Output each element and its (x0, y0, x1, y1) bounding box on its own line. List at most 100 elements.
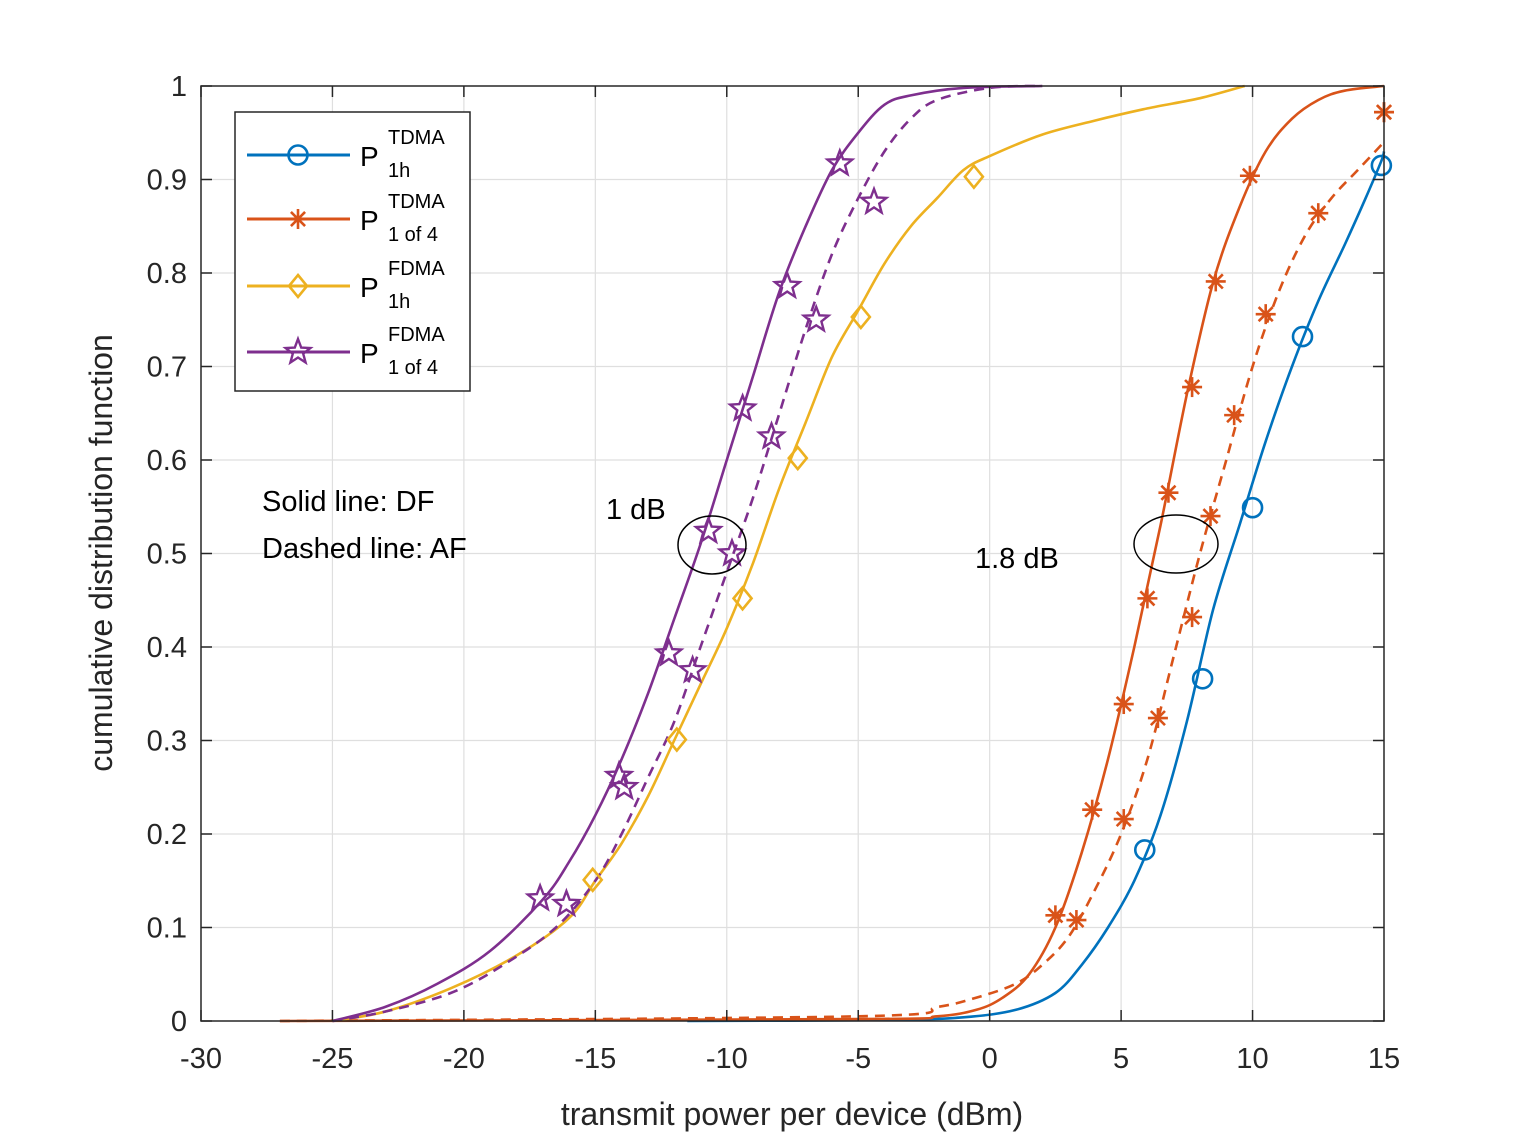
legend: P TDMA 1h P TDMA 1 of 4 P FDMA 1h P FDMA… (234, 111, 471, 392)
legend-sub-tdma-1of4: 1 of 4 (388, 224, 438, 246)
marker-tdma_1h-solid-shape (1291, 325, 1314, 348)
legend-entry-tdma-1of4: P TDMA 1 of 4 (247, 191, 445, 246)
legend-label-tdma-1of4: P (360, 205, 379, 236)
marker-fdma_1of4-dashed-shape (755, 420, 788, 450)
marker-tdma_1h-solid-shape (1241, 496, 1264, 519)
marker-fdma_1h-solid-shape (731, 585, 754, 612)
marker-fdma_1of4-dashed-shape (676, 653, 709, 684)
marker-tdma_1of4-dashed-stroke (1184, 609, 1201, 626)
legend-marker-tdma_1of4-glyph-stroke (290, 211, 306, 227)
legend-marker-tdma-1h (287, 144, 309, 166)
marker-tdma_1h-solid-shape (1191, 667, 1214, 690)
legend-marker-fdma_1h-glyph (287, 272, 309, 300)
x-tick-label: 5 (1113, 1043, 1129, 1075)
gap-18db-label: 1.8 dB (975, 543, 1059, 575)
marker-fdma_1of4-dashed (676, 653, 709, 684)
y-tick-labels: 0 0.1 0.2 0.3 0.4 0.5 0.6 0.7 0.8 0.9 1 (147, 71, 187, 1038)
dashed-line-note: Dashed line: AF (262, 533, 467, 565)
marker-tdma_1of4-solid-stroke (1241, 167, 1258, 184)
marker-fdma_1of4-solid (603, 759, 635, 790)
legend-sub-tdma-1h: 1h (388, 160, 410, 182)
marker-tdma_1of4-solid (1182, 377, 1203, 398)
y-tick-label: 0.1 (147, 913, 187, 945)
marker-fdma_1h-solid (787, 445, 809, 472)
y-tick-label: 0.8 (147, 258, 187, 290)
marker-tdma_1of4-dashed-stroke (1202, 508, 1219, 525)
marker-tdma_1of4-solid-stroke (1160, 484, 1177, 501)
marker-fdma_1h-solid (731, 585, 754, 612)
legend-marker-fdma_1h-glyph-shape (287, 272, 309, 300)
marker-tdma_1of4-dashed-stroke (1068, 912, 1085, 929)
marker-fdma_1of4-solid-shape (824, 147, 856, 177)
marker-tdma_1of4-solid-stroke (1115, 696, 1132, 713)
marker-tdma_1of4-solid (1205, 271, 1226, 292)
legend-marker-tdma_1of4-glyph (288, 209, 308, 229)
marker-fdma_1h-solid-shape (850, 303, 872, 330)
marker-fdma_1of4-dashed-shape (800, 303, 832, 334)
marker-tdma_1of4-solid-stroke (1139, 590, 1156, 607)
marker-tdma_1of4-dashed (1182, 607, 1203, 628)
marker-fdma_1h-solid-shape (582, 866, 604, 893)
x-tick-label: -10 (706, 1043, 748, 1075)
marker-tdma_1of4-dashed (1113, 809, 1134, 830)
legend-box (234, 111, 471, 392)
curve-tdma_1of4-solid (279, 84, 1385, 1023)
legend-sub-fdma-1h: 1h (388, 291, 410, 313)
marker-tdma_1of4-dashed (1200, 506, 1221, 527)
x-axis-label: transmit power per device (dBm) (561, 1096, 1023, 1132)
marker-tdma_1of4-solid-stroke (1047, 907, 1064, 924)
marker-tdma_1of4-dashed (1147, 708, 1168, 729)
legend-marker-tdma-1of4 (288, 209, 308, 229)
legend-marker-tdma_1h-glyph (287, 144, 309, 166)
legend-marker-fdma-1of4 (282, 335, 314, 366)
marker-tdma_1h-solid-shape (1370, 154, 1393, 177)
marker-tdma_1of4-solid (1113, 694, 1134, 715)
marker-fdma_1h-solid-shape (666, 726, 688, 753)
y-axis-label: cumulative distribution function (83, 334, 119, 772)
marker-fdma_1of4-solid (824, 147, 856, 177)
curve-tdma_1of4-dashed (279, 141, 1385, 1023)
y-tick-label: 1 (171, 71, 187, 103)
x-tick-label: 0 (982, 1043, 998, 1075)
legend-entry-fdma-1of4: P FDMA 1 of 4 (247, 324, 445, 379)
x-tick-label: -15 (574, 1043, 616, 1075)
marker-fdma_1h-solid-shape (787, 445, 809, 472)
marker-fdma_1of4-solid-shape (692, 514, 724, 545)
marker-fdma_1of4-dashed (858, 185, 890, 216)
marker-tdma_1of4-dashed-stroke (1310, 205, 1327, 222)
marker-tdma_1of4-solid (1239, 165, 1260, 186)
marker-tdma_1of4-solid (1158, 482, 1179, 503)
marker-fdma_1h-solid (963, 163, 985, 190)
marker-tdma_1h-solid (1191, 667, 1214, 690)
marker-fdma_1of4-dashed (800, 303, 832, 334)
marker-fdma_1of4-solid (771, 269, 803, 300)
marker-fdma_1h-solid-shape (963, 163, 985, 190)
marker-tdma_1of4-solid (1045, 905, 1066, 926)
y-tick-label: 0.2 (147, 819, 187, 851)
marker-tdma_1h-solid (1291, 325, 1314, 348)
marker-tdma_1of4-dashed-stroke (1226, 407, 1243, 424)
marker-tdma_1of4-dashed (1308, 203, 1329, 224)
y-tick-label: 0.4 (147, 632, 187, 664)
marker-tdma_1of4-dashed (1255, 304, 1276, 325)
marker-tdma_1h-solid (1370, 154, 1393, 177)
marker-fdma_1of4-dashed (550, 887, 583, 918)
gap-1db-label: 1 dB (606, 494, 666, 526)
marker-tdma_1of4-dashed (1224, 405, 1245, 426)
legend-sup-tdma-1h: TDMA (388, 127, 445, 149)
marker-tdma_1h-solid (1133, 839, 1156, 861)
marker-fdma_1of4-dashed (716, 537, 748, 567)
x-tick-label: 10 (1236, 1043, 1268, 1075)
legend-sub-fdma-1of4: 1 of 4 (388, 357, 438, 379)
marker-tdma_1of4-solid-stroke (1207, 273, 1224, 290)
x-tick-label: -30 (180, 1043, 222, 1075)
marker-fdma_1of4-dashed (755, 420, 788, 450)
marker-fdma_1of4-solid (653, 637, 685, 667)
legend-entry-tdma-1h: P TDMA 1h (247, 127, 445, 182)
marker-tdma_1of4-dashed-stroke (1257, 306, 1274, 323)
x-tick-label: -25 (311, 1043, 353, 1075)
marker-tdma_1of4-dashed-stroke (1149, 710, 1166, 727)
marker-tdma_1of4-dashed (1066, 910, 1087, 931)
x-tick-label: -20 (443, 1043, 485, 1075)
